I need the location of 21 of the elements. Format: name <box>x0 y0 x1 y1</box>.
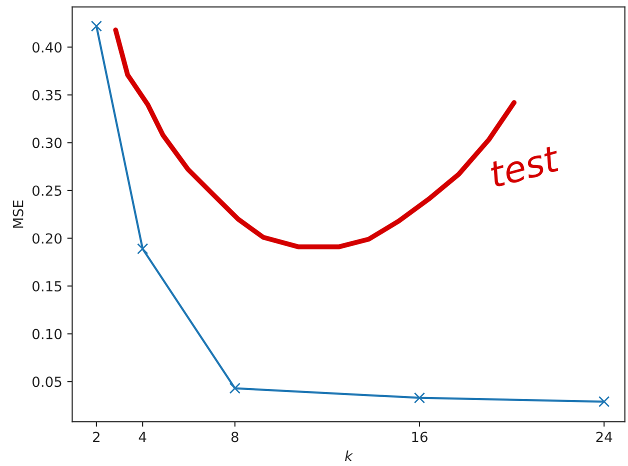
y-tick-label: 0.35 <box>32 90 62 100</box>
x-axis-title: k <box>345 450 354 462</box>
y-tick-label: 0.15 <box>32 281 62 292</box>
text: test <box>489 145 562 188</box>
point <box>90 20 102 32</box>
y-tick-label: 0.05 <box>32 376 62 388</box>
y-tick-label: 0.25 <box>32 185 62 196</box>
x-tick-label: 8 <box>231 432 238 442</box>
point <box>414 392 426 404</box>
y-tick-label: 0.30 <box>32 138 62 148</box>
y-tick-label: 0.40 <box>32 42 62 53</box>
x-tick-label: 24 <box>596 432 612 442</box>
x-tick-label: 2 <box>93 432 100 442</box>
point <box>598 396 610 408</box>
point <box>229 382 240 394</box>
y-tick-label: 0.20 <box>32 233 62 244</box>
x-tick-label: 4 <box>138 432 146 442</box>
y-axis-title: MSE <box>12 200 24 228</box>
y-tick-label: 0.10 <box>32 328 62 340</box>
x-tick-label: 16 <box>412 432 428 442</box>
point <box>137 243 148 254</box>
